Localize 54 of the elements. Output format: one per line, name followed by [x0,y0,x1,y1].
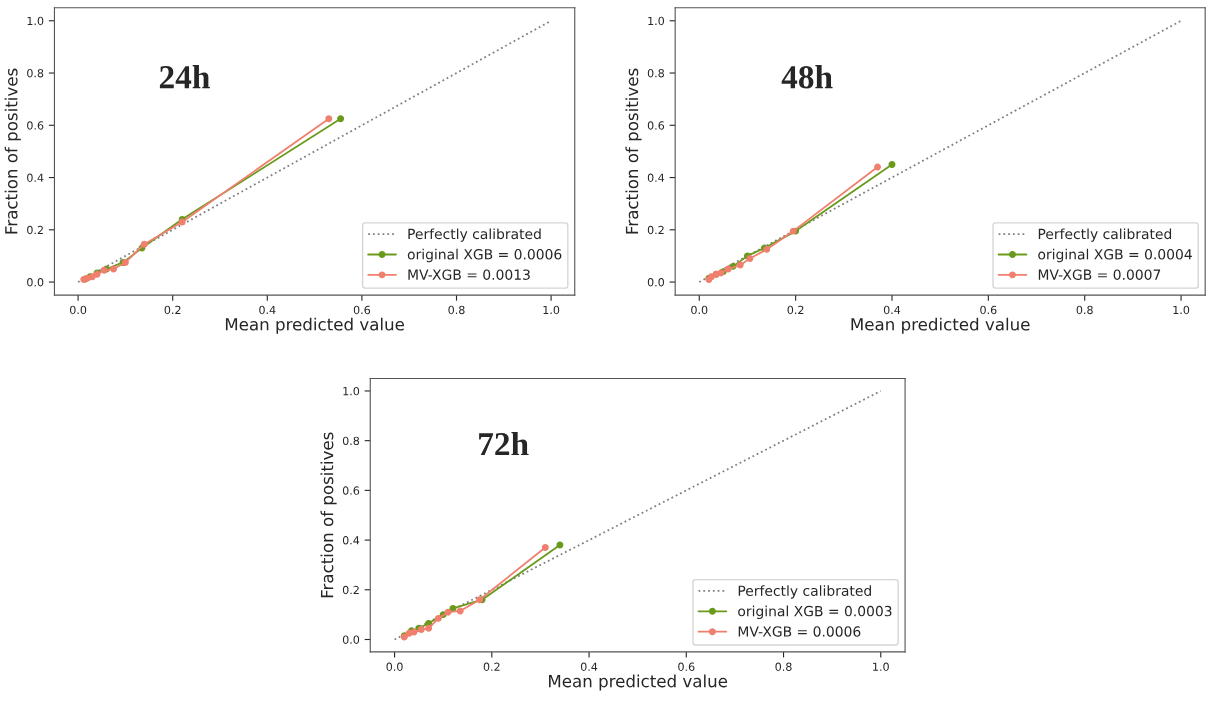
y-tick-label: 0.0 [342,635,360,644]
y-tick-label: 0.0 [647,278,665,287]
x-tick-label: 0.8 [448,305,465,315]
x-tick-label: 0.4 [259,305,276,315]
y-tick-label: 1.0 [343,386,360,396]
y-tick-label: 0.4 [27,173,44,182]
x-tick-label: 0.0 [386,662,403,671]
x-tick-label: 0.0 [691,305,708,315]
y-tick-label: 0.4 [647,173,665,182]
annotation: 24h [159,65,210,89]
legend-label: MV-XGB = 0.0006 [738,626,861,637]
x-axis-title: Mean predicted value [225,317,404,334]
y-axis-title: Fraction of positives [4,68,21,234]
y-tick-label: 0.8 [342,436,360,446]
x-tick-label: 0.6 [980,305,997,315]
x-tick-label: 0.4 [580,662,598,671]
x-tick-label: 1.0 [1173,305,1190,315]
x-tick-label: 0.2 [164,305,181,315]
y-tick-label: 0.6 [27,121,44,130]
x-axis-title: Mean predicted value [851,317,1030,334]
annotation: 72h [479,431,529,456]
y-tick-label: 0.0 [27,278,44,287]
legend-label: original XGB = 0.0003 [738,605,892,620]
x-axis-title: Mean predicted value [549,674,728,691]
x-tick-label: 0.6 [678,662,695,671]
y-tick-label: 1.0 [27,16,44,26]
annotation: 48h [781,65,833,89]
x-tick-label: 0.8 [1076,305,1093,315]
x-tick-label: 0.2 [787,305,804,315]
y-tick-label: 0.6 [647,121,665,130]
x-tick-label: 1.0 [873,662,889,671]
x-tick-label: 0.6 [353,305,371,315]
legend-label: MV-XGB = 0.0013 [408,269,530,280]
y-tick-label: 0.2 [647,225,664,235]
y-tick-label: 0.6 [342,486,360,495]
legend-label: Perfectly calibrated [738,585,871,599]
y-tick-label: 0.2 [27,225,43,235]
x-tick-label: 0.4 [883,305,901,315]
legend-label: Perfectly calibrated [408,228,541,242]
y-tick-label: 0.2 [342,585,359,595]
legend-label: original XGB = 0.0004 [1038,248,1192,263]
x-tick-label: 0.8 [775,662,792,671]
y-tick-label: 1.0 [648,16,665,26]
legend-label: Perfectly calibrated [1038,228,1172,242]
x-tick-label: 1.0 [543,305,560,315]
legend-label: MV-XGB = 0.0007 [1038,269,1161,280]
y-tick-label: 0.4 [342,536,360,545]
x-tick-label: 0.2 [483,662,500,671]
y-axis-title: Fraction of positives [625,68,642,234]
y-tick-label: 0.8 [27,69,44,78]
x-tick-label: 0.0 [70,305,87,315]
y-tick-label: 0.8 [647,69,664,78]
y-axis-title: Fraction of positives [320,432,337,598]
legend-label: original XGB = 0.0006 [407,248,562,263]
